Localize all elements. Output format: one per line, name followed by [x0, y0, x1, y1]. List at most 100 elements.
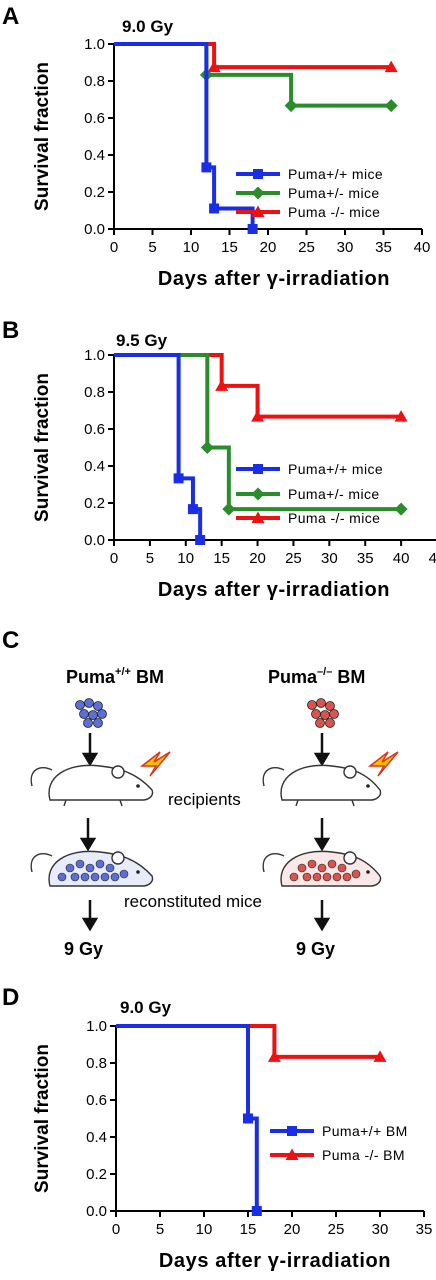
x-tick-label: 35 — [375, 239, 392, 256]
x-tick-label: 30 — [321, 550, 338, 567]
x-tick-label: 15 — [221, 239, 238, 256]
x-tick-label: 10 — [183, 239, 200, 256]
recipient-mouse-right — [262, 764, 382, 807]
y-tick-label: 1.0 — [84, 36, 105, 53]
left-dose-label: 9 Gy — [64, 939, 103, 959]
x-tick-label: 45 — [429, 550, 436, 567]
x-tick-label: 20 — [260, 239, 277, 256]
panel-b-label: B — [2, 317, 19, 344]
panel-a-dose: 9.0 Gy — [122, 17, 174, 36]
x-tick-label: 30 — [372, 1221, 389, 1238]
lightning-icon-left — [139, 751, 171, 777]
x-tick-label: 15 — [213, 550, 230, 567]
data-point — [284, 99, 298, 113]
recipient-mouse-left — [30, 764, 154, 807]
data-point — [247, 224, 258, 234]
data-point — [200, 441, 214, 454]
y-tick-label: 1.0 — [84, 347, 105, 364]
legend-marker — [253, 464, 263, 474]
y-tick-label: 0.8 — [84, 384, 105, 401]
legend-label: Puma+/+ BM — [322, 1123, 408, 1139]
legend-marker — [251, 205, 265, 217]
x-axis-title: Days after γ-irradiation — [159, 1250, 391, 1272]
y-axis-title: Survival fraction — [32, 1044, 53, 1193]
data-point — [373, 1050, 387, 1062]
x-tick-label: 5 — [156, 1221, 164, 1238]
panel-d: D 9.0 Gy 0.0 0.2 0.4 0.6 0.8 1.0 0 5 10 15 20 25 30 3… — [2, 984, 432, 1272]
survival-chart-a: 0.0 0.2 0.4 0.6 0.8 1.0 0 5 10 15 20 25 30 35 40 Surviv… — [32, 36, 430, 290]
x-axis-title: Days after γ-irradiation — [158, 579, 390, 601]
series-line-puma-mice — [114, 42, 392, 70]
panel-d-dose: 9.0 Gy — [120, 998, 172, 1017]
x-tick-label: 40 — [393, 550, 410, 567]
x-tick-label: 10 — [196, 1221, 213, 1238]
y-tick-label: 1.0 — [86, 1018, 107, 1035]
y-tick-label: 0.0 — [84, 532, 105, 549]
x-tick-label: 25 — [285, 550, 302, 567]
puma-ko-bm-title: Puma–/– BM — [268, 666, 365, 687]
wt-bm-cells — [75, 698, 107, 728]
legend-marker — [251, 186, 265, 200]
reconstituted-mouse-right — [262, 850, 382, 887]
data-point — [267, 1050, 281, 1062]
x-tick-label: 35 — [416, 1221, 433, 1238]
y-tick-label: 0.6 — [84, 110, 105, 127]
y-tick-label: 0.2 — [84, 184, 105, 201]
y-tick-label: 0.8 — [86, 1055, 107, 1072]
y-tick-label: 0.0 — [86, 1203, 107, 1220]
y-tick-label: 0.4 — [86, 1129, 107, 1146]
data-point — [195, 535, 206, 545]
y-tick-label: 0.0 — [84, 221, 105, 238]
legend-label: Puma+/- mice — [288, 486, 380, 502]
data-point — [209, 203, 220, 214]
puma-wt-bm-title: Puma+/+ BM — [66, 666, 164, 687]
panel-a-label: A — [2, 3, 19, 30]
panel-b-dose: 9.5 Gy — [116, 331, 168, 350]
x-tick-label: 30 — [337, 239, 354, 256]
survival-chart-d: 0.0 0.2 0.4 0.6 0.8 1.0 0 5 10 15 20 25 30 35 Survival… — [32, 1018, 432, 1272]
x-tick-label: 10 — [177, 550, 194, 567]
panel-a: A 9.0 Gy 0.0 0.2 0.4 0.6 0.8 1.0 0 5 10 15 20 25 30 3… — [2, 3, 430, 290]
reconstituted-mice-label: reconstituted mice — [124, 892, 262, 911]
legend-marker — [285, 1148, 299, 1160]
panel-c: C Puma+/+ BM Puma–/– BM — [2, 627, 399, 959]
y-tick-label: 0.2 — [86, 1166, 107, 1183]
data-point — [251, 410, 265, 422]
y-axis-title: Survival fraction — [32, 62, 53, 211]
legend-label: Puma -/- BM — [322, 1147, 405, 1163]
x-tick-label: 5 — [146, 550, 154, 567]
legend-label: Puma -/- mice — [288, 510, 380, 526]
data-point — [384, 99, 398, 113]
flow-arrows — [79, 733, 331, 932]
data-point — [251, 1206, 262, 1216]
y-tick-label: 0.6 — [86, 1092, 107, 1109]
panel-c-label: C — [2, 627, 19, 654]
y-tick-label: 0.4 — [84, 147, 105, 164]
data-point — [243, 1113, 253, 1124]
x-tick-label: 25 — [298, 239, 315, 256]
series-line-puma-mice — [114, 353, 402, 419]
legend-label: Puma+/+ mice — [288, 166, 383, 182]
x-tick-label: 0 — [112, 1221, 120, 1238]
legend-marker — [253, 169, 263, 179]
x-tick-label: 20 — [249, 550, 266, 567]
x-tick-label: 40 — [414, 239, 431, 256]
data-point — [173, 473, 184, 484]
legend-marker — [251, 487, 265, 501]
right-dose-label: 9 Gy — [296, 939, 335, 959]
data-point — [394, 410, 408, 422]
x-tick-label: 5 — [148, 239, 156, 256]
legend-label: Puma+/- mice — [288, 185, 380, 201]
legend-marker — [251, 511, 265, 523]
x-tick-label: 35 — [357, 550, 374, 567]
x-tick-label: 0 — [110, 550, 118, 567]
legend-label: Puma+/+ mice — [288, 461, 383, 477]
y-tick-label: 0.6 — [84, 421, 105, 438]
series-line-puma-mice — [114, 42, 255, 229]
x-axis-title: Days after γ-irradiation — [158, 268, 390, 290]
y-tick-label: 0.2 — [84, 495, 105, 512]
recipients-label: recipients — [168, 790, 241, 809]
reconstituted-mouse-left — [30, 850, 154, 887]
data-point — [222, 502, 236, 516]
